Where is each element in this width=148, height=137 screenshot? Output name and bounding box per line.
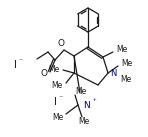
Text: ⁻: ⁻ [59,93,63,102]
Text: Me: Me [116,45,128,55]
Text: Me: Me [78,116,90,125]
Text: ⁻: ⁻ [19,56,23,65]
Text: O: O [58,38,65,48]
Text: I: I [14,60,16,70]
Text: Me: Me [48,65,60,73]
Text: N: N [83,102,89,111]
Text: O: O [41,68,48,78]
Text: Me: Me [52,112,64,122]
Text: Me: Me [51,81,63,89]
Text: I: I [54,97,56,107]
Text: N: N [110,69,116,79]
Text: Me: Me [121,59,133,68]
Text: Me: Me [120,75,132,83]
Text: Me: Me [75,86,87,95]
Text: ⁺: ⁺ [92,99,96,105]
